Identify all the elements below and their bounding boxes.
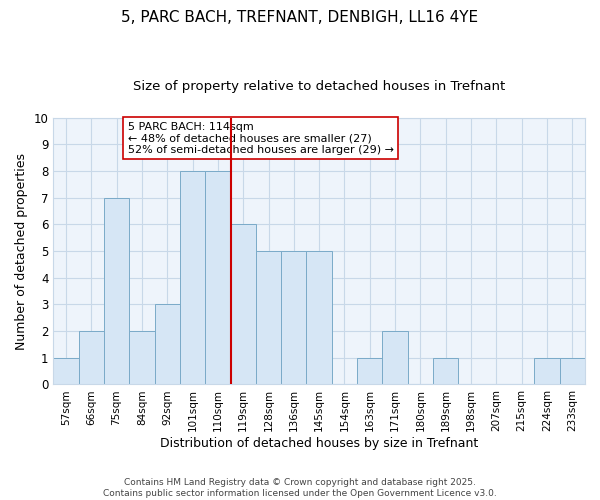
- Text: Contains HM Land Registry data © Crown copyright and database right 2025.
Contai: Contains HM Land Registry data © Crown c…: [103, 478, 497, 498]
- Bar: [104, 198, 129, 384]
- Bar: [535, 358, 560, 384]
- Bar: [79, 331, 104, 384]
- Bar: [382, 331, 408, 384]
- Bar: [129, 331, 155, 384]
- Title: Size of property relative to detached houses in Trefnant: Size of property relative to detached ho…: [133, 80, 505, 93]
- Bar: [281, 251, 307, 384]
- Bar: [230, 224, 256, 384]
- Bar: [53, 358, 79, 384]
- Y-axis label: Number of detached properties: Number of detached properties: [15, 152, 28, 350]
- Bar: [155, 304, 180, 384]
- Bar: [357, 358, 382, 384]
- X-axis label: Distribution of detached houses by size in Trefnant: Distribution of detached houses by size …: [160, 437, 478, 450]
- Text: 5 PARC BACH: 114sqm
← 48% of detached houses are smaller (27)
52% of semi-detach: 5 PARC BACH: 114sqm ← 48% of detached ho…: [128, 122, 394, 155]
- Bar: [205, 171, 230, 384]
- Bar: [307, 251, 332, 384]
- Bar: [433, 358, 458, 384]
- Bar: [256, 251, 281, 384]
- Bar: [560, 358, 585, 384]
- Bar: [180, 171, 205, 384]
- Text: 5, PARC BACH, TREFNANT, DENBIGH, LL16 4YE: 5, PARC BACH, TREFNANT, DENBIGH, LL16 4Y…: [121, 10, 479, 25]
